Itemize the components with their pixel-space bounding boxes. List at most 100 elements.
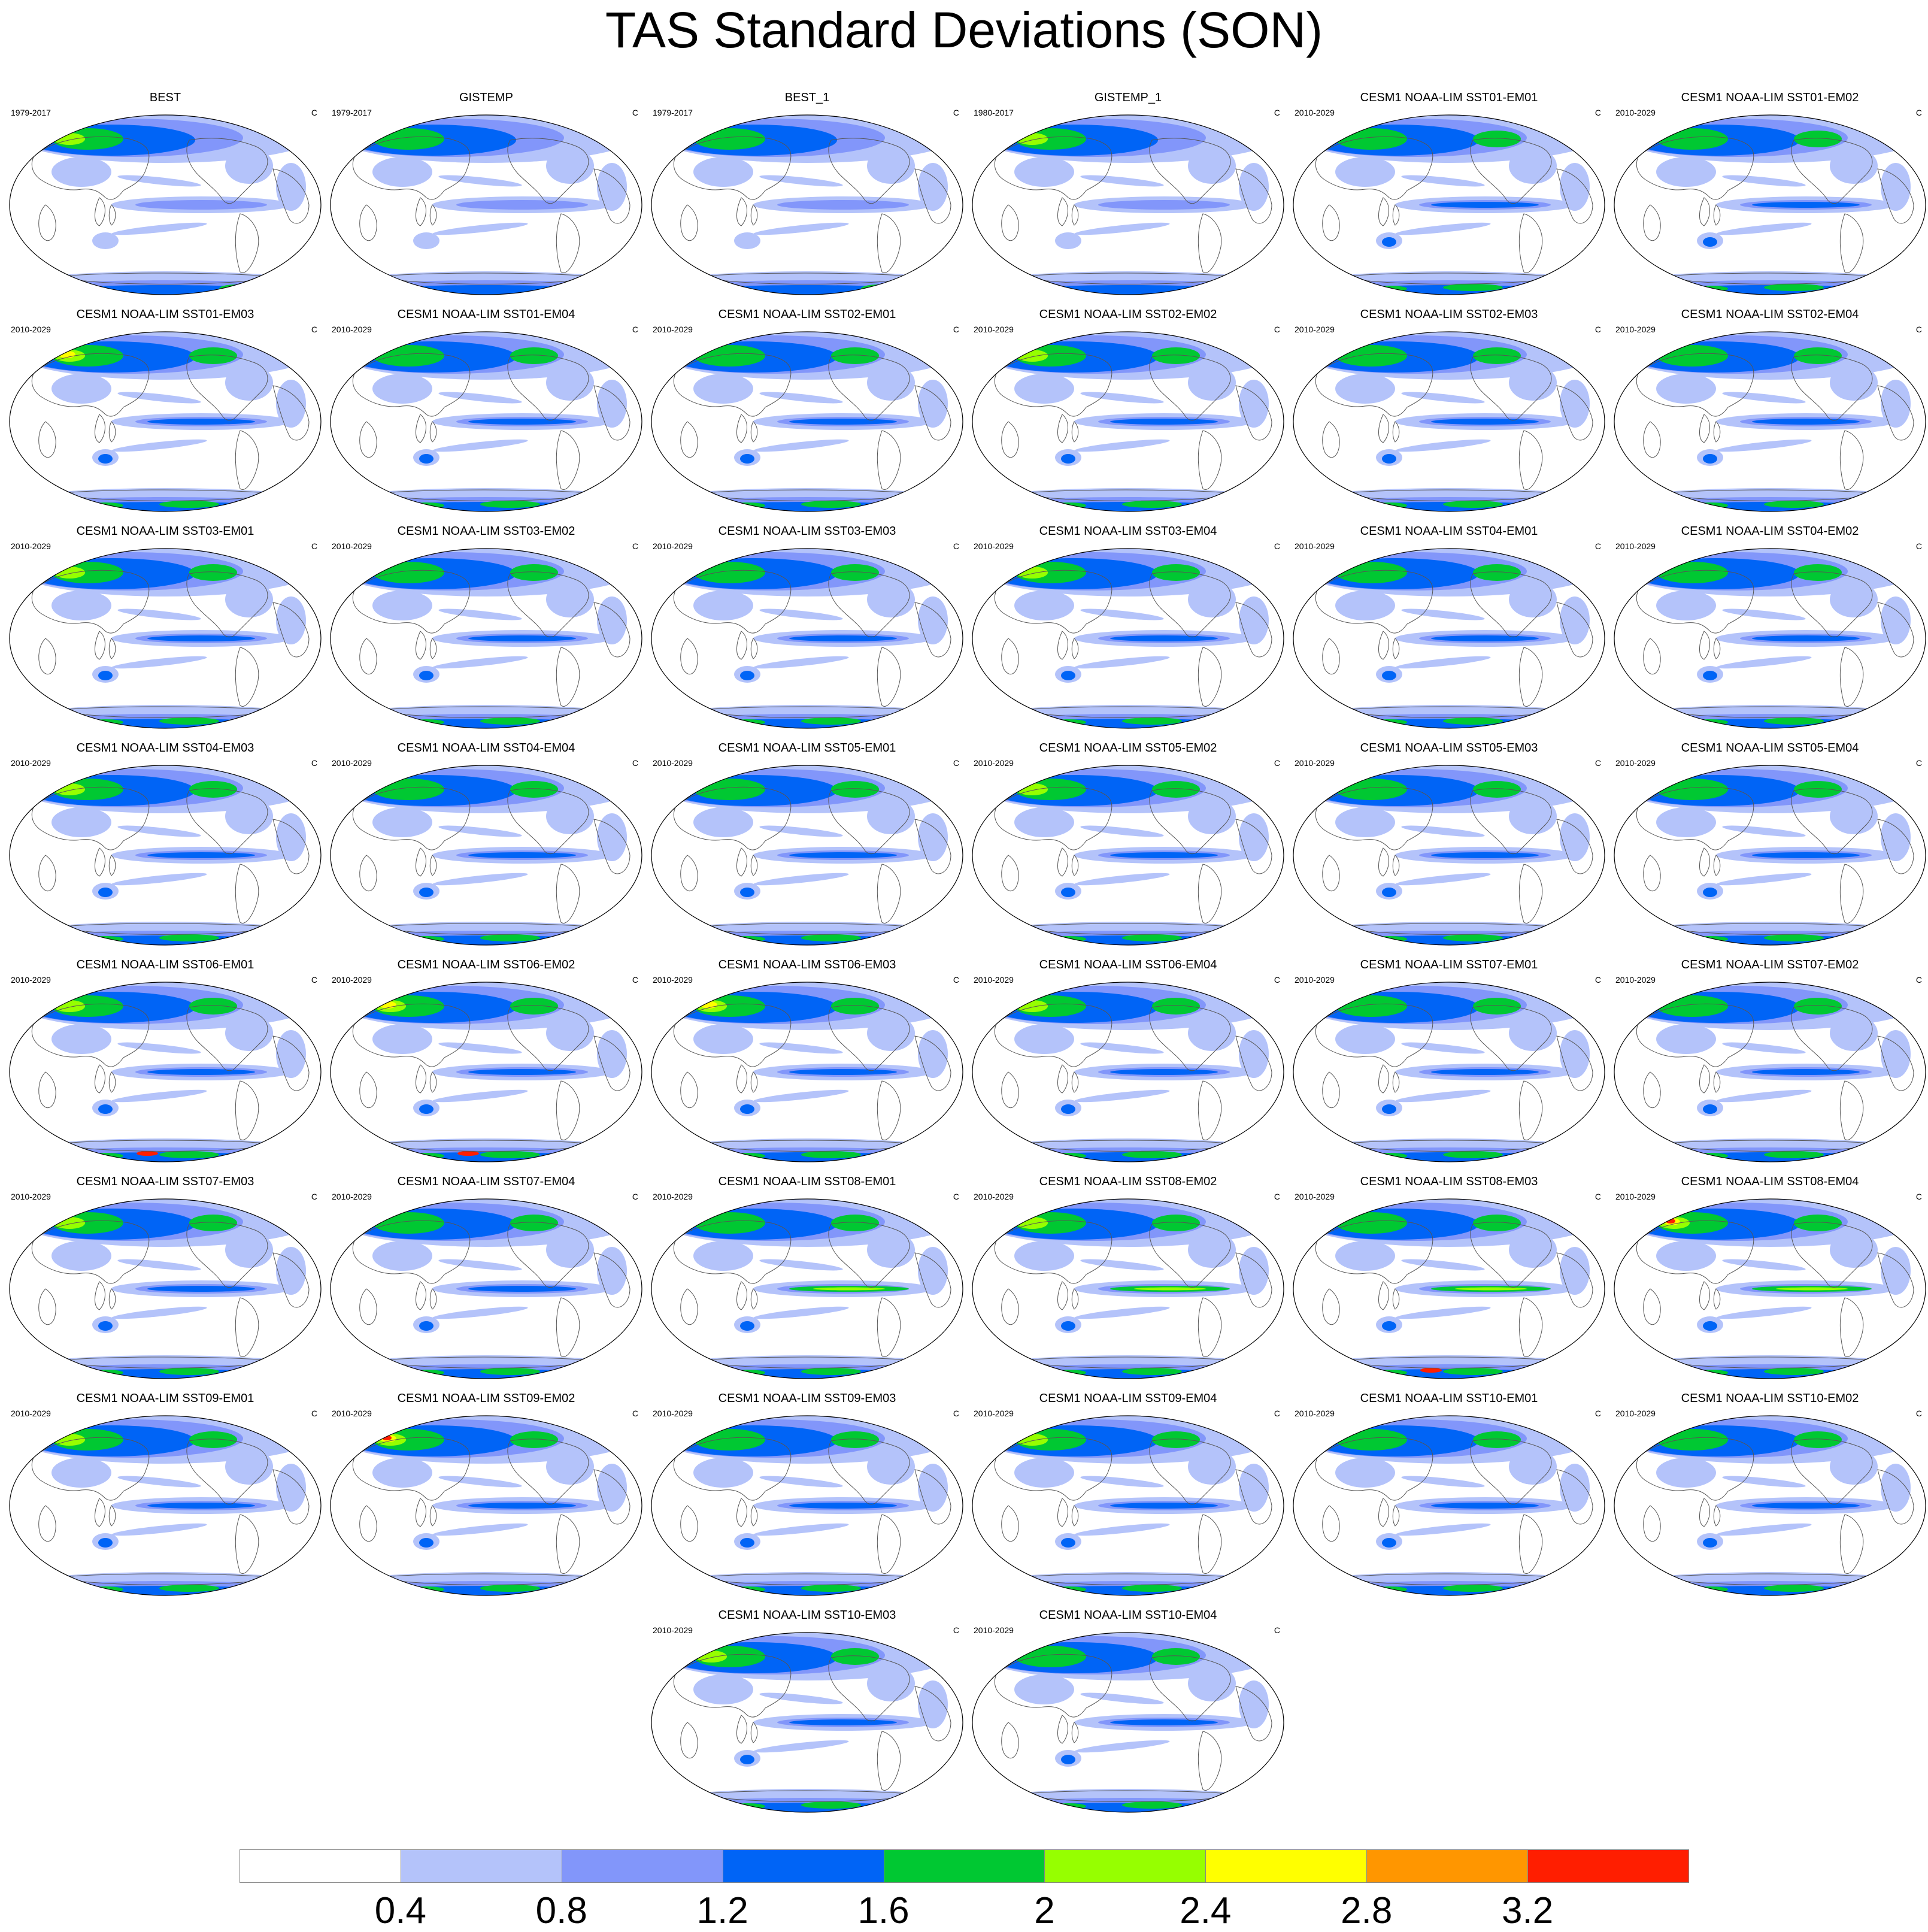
- panel-years: 2010-2029: [1295, 108, 1335, 117]
- world-map: [972, 1415, 1284, 1596]
- panel-title: CESM1 NOAA-LIM SST04-EM01: [1360, 525, 1538, 538]
- map-panel: CESM1 NOAA-LIM SST02-EM02 2010-2029 C: [968, 308, 1289, 512]
- world-map: [9, 114, 322, 295]
- panel-title: CESM1 NOAA-LIM SST01-EM01: [1360, 91, 1538, 104]
- panel-title: CESM1 NOAA-LIM SST10-EM01: [1360, 1392, 1538, 1405]
- map-panel: CESM1 NOAA-LIM SST10-EM02 2010-2029 C: [1609, 1392, 1928, 1596]
- panel-title: CESM1 NOAA-LIM SST02-EM02: [1039, 308, 1217, 321]
- panel-units: C: [1594, 975, 1601, 985]
- panel-title: CESM1 NOAA-LIM SST04-EM04: [397, 741, 575, 755]
- world-map: [972, 331, 1284, 512]
- world-map: [1293, 114, 1605, 295]
- panel-units: C: [1274, 1192, 1280, 1201]
- panel-years: 2010-2029: [11, 1409, 51, 1418]
- panel-units: C: [1915, 541, 1922, 551]
- colorbar-swatch: [240, 1849, 401, 1883]
- panel-units: C: [311, 325, 317, 334]
- panel-title: CESM1 NOAA-LIM SST09-EM01: [76, 1392, 254, 1405]
- map-panel: GISTEMP_1 1980-2017 C: [968, 91, 1289, 295]
- world-map: [330, 114, 642, 295]
- panel-years: 2010-2029: [974, 1409, 1014, 1418]
- map-panel: CESM1 NOAA-LIM SST03-EM01 2010-2029 C: [5, 525, 326, 729]
- panel-title: BEST: [149, 91, 181, 104]
- world-map: [972, 114, 1284, 295]
- panel-years: 2010-2029: [653, 541, 693, 551]
- panel-title: CESM1 NOAA-LIM SST07-EM03: [76, 1175, 254, 1188]
- world-map: [330, 1415, 642, 1596]
- map-panel: CESM1 NOAA-LIM SST01-EM03 2010-2029 C: [5, 308, 326, 512]
- world-map: [330, 765, 642, 946]
- world-map: [1614, 548, 1926, 729]
- panel-units: C: [1594, 325, 1601, 334]
- map-panel: CESM1 NOAA-LIM SST04-EM02 2010-2029 C: [1609, 525, 1928, 729]
- panel-units: C: [632, 975, 638, 985]
- panel-units: C: [311, 1409, 317, 1418]
- world-map: [972, 765, 1284, 946]
- map-panel: CESM1 NOAA-LIM SST01-EM01 2010-2029 C: [1289, 91, 1609, 295]
- map-panel: CESM1 NOAA-LIM SST08-EM02 2010-2029 C: [968, 1175, 1289, 1379]
- panel-title: CESM1 NOAA-LIM SST02-EM03: [1360, 308, 1538, 321]
- map-panel: CESM1 NOAA-LIM SST05-EM03 2010-2029 C: [1289, 741, 1609, 946]
- world-map: [330, 982, 642, 1162]
- panel-title: CESM1 NOAA-LIM SST06-EM03: [718, 958, 896, 971]
- panel-title: CESM1 NOAA-LIM SST08-EM03: [1360, 1175, 1538, 1188]
- map-panel: CESM1 NOAA-LIM SST08-EM01 2010-2029 C: [647, 1175, 968, 1379]
- panel-title: CESM1 NOAA-LIM SST07-EM04: [397, 1175, 575, 1188]
- colorbar-swatch: [1366, 1849, 1529, 1883]
- map-panel: CESM1 NOAA-LIM SST01-EM02 2010-2029 C: [1609, 91, 1928, 295]
- map-panel: CESM1 NOAA-LIM SST02-EM03 2010-2029 C: [1289, 308, 1609, 512]
- map-panel: CESM1 NOAA-LIM SST09-EM03 2010-2029 C: [647, 1392, 968, 1596]
- panel-years: 2010-2029: [653, 758, 693, 768]
- panel-years: 2010-2029: [974, 541, 1014, 551]
- map-panel: CESM1 NOAA-LIM SST04-EM03 2010-2029 C: [5, 741, 326, 946]
- panel-years: 2010-2029: [653, 1409, 693, 1418]
- panel-units: C: [953, 325, 959, 334]
- panel-units: C: [632, 758, 638, 768]
- map-panel: CESM1 NOAA-LIM SST03-EM03 2010-2029 C: [647, 525, 968, 729]
- world-map: [1614, 1415, 1926, 1596]
- world-map: [1293, 1415, 1605, 1596]
- panel-years: 1980-2017: [974, 108, 1014, 117]
- panel-years: 2010-2029: [11, 758, 51, 768]
- colorbar-swatch: [1527, 1849, 1689, 1883]
- map-panel: CESM1 NOAA-LIM SST10-EM03 2010-2029 C: [647, 1609, 968, 1813]
- world-map: [972, 1198, 1284, 1379]
- panel-units: C: [1915, 108, 1922, 117]
- panel-title: CESM1 NOAA-LIM SST08-EM01: [718, 1175, 896, 1188]
- world-map: [330, 1198, 642, 1379]
- world-map: [1293, 331, 1605, 512]
- world-map: [9, 982, 322, 1162]
- panel-years: 2010-2029: [1615, 541, 1656, 551]
- map-panel: BEST_1 1979-2017 C: [647, 91, 968, 295]
- colorbar-label: 1.6: [857, 1890, 910, 1931]
- world-map: [9, 1415, 322, 1596]
- panel-years: 2010-2029: [974, 1192, 1014, 1201]
- panel-years: 2010-2029: [653, 325, 693, 334]
- panel-title: CESM1 NOAA-LIM SST03-EM04: [1039, 525, 1217, 538]
- map-panel: CESM1 NOAA-LIM SST10-EM01 2010-2029 C: [1289, 1392, 1609, 1596]
- map-panel: CESM1 NOAA-LIM SST09-EM02 2010-2029 C: [326, 1392, 647, 1596]
- figure-title: TAS Standard Deviations (SON): [605, 2, 1323, 58]
- world-map: [330, 331, 642, 512]
- panel-years: 2010-2029: [1295, 758, 1335, 768]
- panel-units: C: [1274, 975, 1280, 985]
- panel-years: 2010-2029: [1615, 758, 1656, 768]
- panel-years: 2010-2029: [653, 975, 693, 985]
- panel-years: 2010-2029: [1295, 1409, 1335, 1418]
- map-panel: CESM1 NOAA-LIM SST08-EM04 2010-2029 C: [1609, 1175, 1928, 1379]
- world-map: [1614, 331, 1926, 512]
- panel-units: C: [1915, 1409, 1922, 1418]
- panel-years: 2010-2029: [653, 1192, 693, 1201]
- map-panel: CESM1 NOAA-LIM SST07-EM03 2010-2029 C: [5, 1175, 326, 1379]
- panel-title: CESM1 NOAA-LIM SST01-EM03: [76, 308, 254, 321]
- panel-units: C: [632, 325, 638, 334]
- panel-years: 2010-2029: [332, 325, 372, 334]
- colorbar-label: 3.2: [1502, 1890, 1554, 1931]
- colorbar-label: 2.4: [1180, 1890, 1232, 1931]
- panel-years: 2010-2029: [11, 541, 51, 551]
- world-map: [1293, 765, 1605, 946]
- panel-years: 2010-2029: [332, 1409, 372, 1418]
- panel-title: CESM1 NOAA-LIM SST01-EM02: [1681, 91, 1859, 104]
- panel-title: CESM1 NOAA-LIM SST04-EM02: [1681, 525, 1859, 538]
- colorbar-label: 2.8: [1341, 1890, 1393, 1931]
